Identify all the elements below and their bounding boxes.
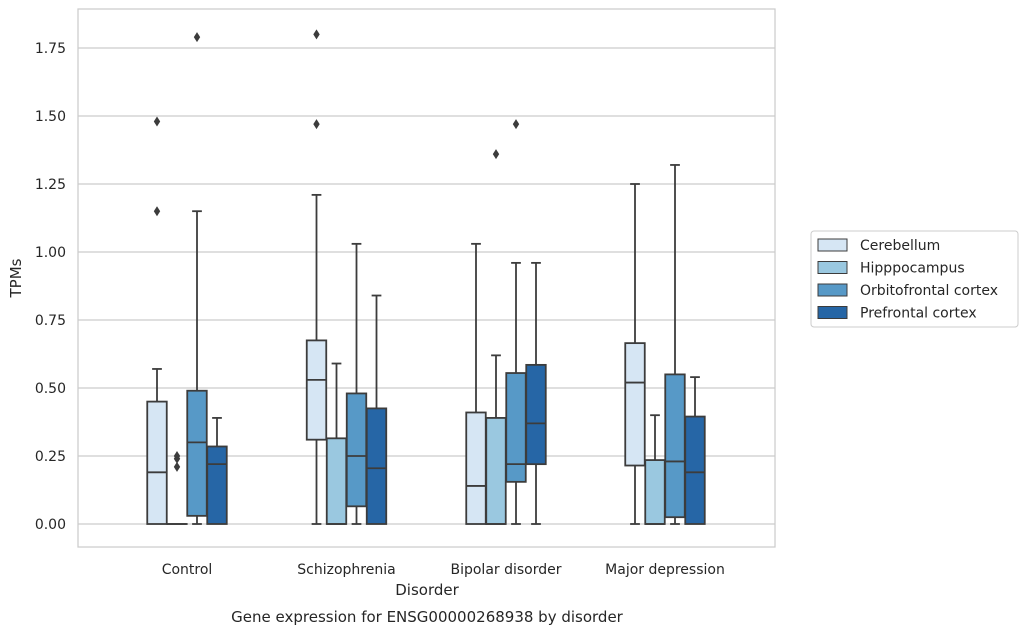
outlier-point xyxy=(492,149,500,160)
legend-label: Orbitofrontal cortex xyxy=(860,283,998,299)
outlier-point xyxy=(313,29,320,40)
outlier-point xyxy=(173,461,181,472)
box-series xyxy=(146,29,706,525)
x-axis-title: Disorder xyxy=(395,581,459,599)
legend-frame xyxy=(810,230,1019,328)
y-tick-labels: 0.00 0.25 0.50 0.75 1.00 1.25 1.50 1.75 xyxy=(35,41,66,533)
y-tick-label: 1.50 xyxy=(35,109,66,125)
box-iqr xyxy=(206,445,228,525)
legend-swatch xyxy=(817,238,848,252)
y-axis-title: TPMs xyxy=(7,258,25,298)
box-iqr xyxy=(525,363,547,466)
legend-label: Cerebellum xyxy=(860,238,940,254)
box-orbitofrontal-cortex-schizophrenia xyxy=(345,242,368,525)
box-iqr xyxy=(465,411,487,525)
box-iqr xyxy=(325,437,348,525)
box-iqr xyxy=(305,339,328,441)
box-prefrontal-cortex-bipolar-disorder xyxy=(525,261,547,525)
y-tick-label: 0.50 xyxy=(35,381,66,397)
box-orbitofrontal-cortex-bipolar-disorder xyxy=(505,119,527,525)
box-prefrontal-cortex-major-depression xyxy=(684,376,706,525)
outlier-point xyxy=(313,119,320,130)
box-prefrontal-cortex-schizophrenia xyxy=(365,294,388,525)
box-cerebellum-control xyxy=(146,116,168,525)
series-prefrontal-cortex xyxy=(206,261,706,525)
x-tick-label: Schizophrenia xyxy=(297,562,395,578)
outlier-point xyxy=(512,119,520,130)
legend-swatch xyxy=(817,261,848,274)
legend-label: Hipppocampus xyxy=(860,261,965,277)
series-cerebellum xyxy=(146,29,646,525)
y-tick-label: 1.75 xyxy=(35,41,66,57)
box-iqr xyxy=(485,417,507,525)
box-hipppocampus-control xyxy=(166,451,188,525)
box-iqr xyxy=(664,373,686,519)
outlier-point xyxy=(153,206,161,217)
box-prefrontal-cortex-control xyxy=(206,417,228,525)
outlier-point xyxy=(173,451,181,461)
outlier-point xyxy=(153,116,161,127)
box-iqr xyxy=(345,392,368,508)
legend: Cerebellum Hipppocampus Orbitofrontal cort… xyxy=(810,230,1019,328)
x-tick-label: Control xyxy=(162,562,213,578)
plot-area-frame xyxy=(77,8,776,548)
box-iqr xyxy=(505,372,527,483)
box-iqr xyxy=(624,342,646,467)
legend-label: Prefrontal cortex xyxy=(860,306,977,322)
legend-swatch xyxy=(817,283,848,297)
chart-caption: Gene expression for ENSG00000268938 by d… xyxy=(231,608,624,626)
box-iqr xyxy=(186,389,208,517)
y-tick-label: 1.25 xyxy=(35,177,66,193)
y-tick-label: 0.25 xyxy=(35,449,66,465)
legend-swatch xyxy=(817,306,848,319)
series-hipppocampus xyxy=(166,149,666,525)
box-iqr xyxy=(684,415,706,525)
x-tick-label: Major depression xyxy=(605,562,725,578)
y-tick-label: 0.75 xyxy=(35,313,66,329)
y-tick-label: 1.00 xyxy=(35,245,66,261)
box-cerebellum-schizophrenia xyxy=(305,29,328,525)
x-tick-labels: Control Schizophrenia Bipolar disorder Majo… xyxy=(162,562,725,578)
series-orbitofrontal-cortex xyxy=(186,32,686,525)
box-iqr xyxy=(146,400,168,525)
x-tick-label: Bipolar disorder xyxy=(450,562,561,578)
box-hipppocampus-schizophrenia xyxy=(325,362,348,525)
box-iqr xyxy=(365,407,388,525)
box-orbitofrontal-cortex-control xyxy=(186,32,208,525)
outlier-point xyxy=(193,32,201,43)
y-tick-label: 0.00 xyxy=(35,517,66,533)
box-cerebellum-major-depression xyxy=(624,183,646,525)
box-iqr xyxy=(644,459,666,525)
